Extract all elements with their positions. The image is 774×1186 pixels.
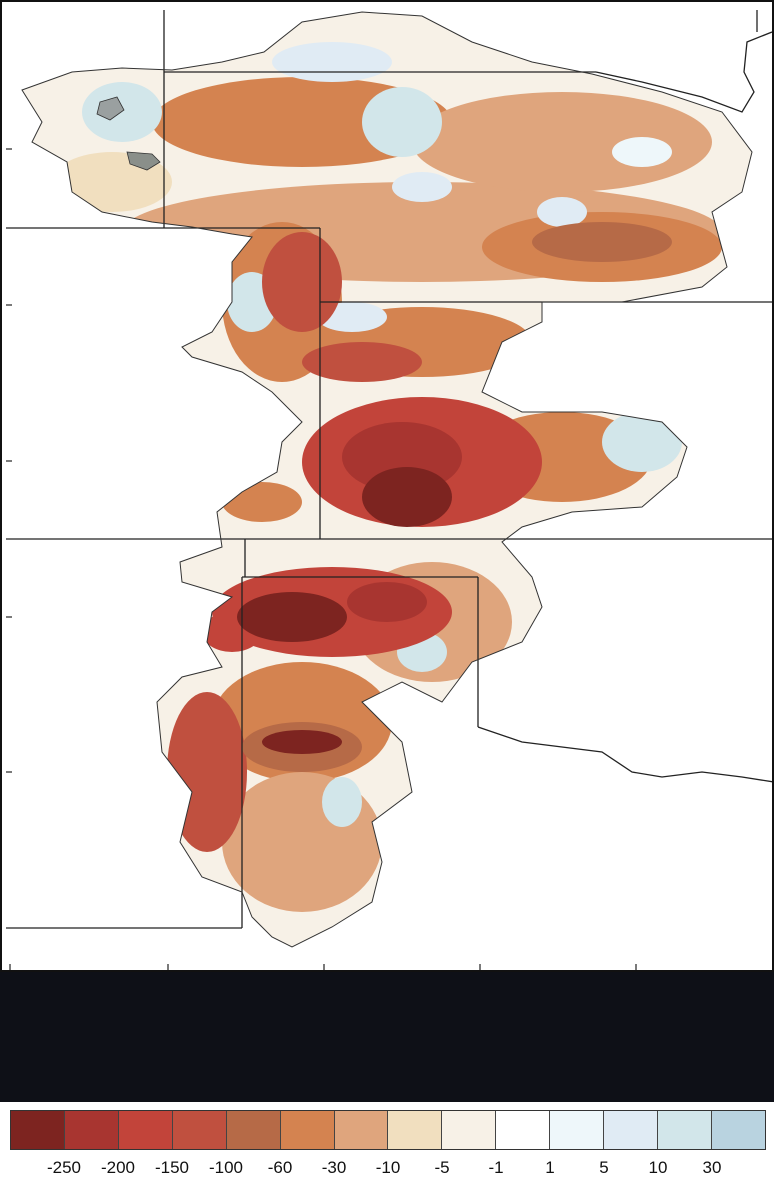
anomaly-field — [22, 12, 752, 947]
colorbar-swatch — [388, 1111, 443, 1149]
anomaly-map — [6, 10, 772, 970]
colorbar-swatch — [711, 1111, 765, 1149]
lake — [126, 151, 161, 171]
colorbar-swatch — [496, 1111, 551, 1149]
axis-ticks — [6, 148, 637, 970]
colorbar-tick-label: -30 — [321, 1158, 347, 1177]
colorbar-tick-label: 1 — [545, 1158, 555, 1177]
colorbar-tick-label: 30 — [702, 1158, 722, 1177]
map-panel — [0, 0, 774, 972]
colorbar-swatch — [11, 1111, 65, 1149]
state-boundaries — [6, 10, 772, 929]
blobs-negative-strong — [237, 422, 462, 754]
colorbar-swatch — [172, 1111, 227, 1149]
colorbar — [10, 1110, 766, 1150]
colorbar-tick-label: -60 — [267, 1158, 293, 1177]
colorbar-tick-label: 10 — [648, 1158, 668, 1177]
colorbar-tick-label: -5 — [434, 1158, 450, 1177]
colorbar-swatch — [658, 1111, 712, 1149]
colorbar-legend: -250 -200 -150 -100 -60 -30 -10 -5 -1 1 5 10 30 — [0, 1102, 774, 1186]
dark-band — [0, 972, 774, 1102]
lake — [96, 96, 125, 121]
colorbar-tick-label: -10 — [375, 1158, 401, 1177]
colorbar-swatch — [604, 1111, 659, 1149]
region-outline — [21, 11, 753, 948]
colorbar-swatch — [64, 1111, 119, 1149]
colorbar-swatch — [334, 1111, 389, 1149]
colorbar-swatch — [118, 1111, 173, 1149]
colorbar-tick-label: -250 — [46, 1158, 82, 1177]
colorbar-swatch — [550, 1111, 605, 1149]
colorbar-tick-label: -200 — [100, 1158, 136, 1177]
colorbar-swatch — [226, 1111, 281, 1149]
colorbar-tick-label: 5 — [599, 1158, 609, 1177]
colorbar-tick-label: -1 — [488, 1158, 504, 1177]
colorbar-swatch — [442, 1111, 497, 1149]
colorbar-swatch — [280, 1111, 335, 1149]
colorbar-tick-label: -150 — [154, 1158, 190, 1177]
colorbar-tick-label: -100 — [208, 1158, 244, 1177]
